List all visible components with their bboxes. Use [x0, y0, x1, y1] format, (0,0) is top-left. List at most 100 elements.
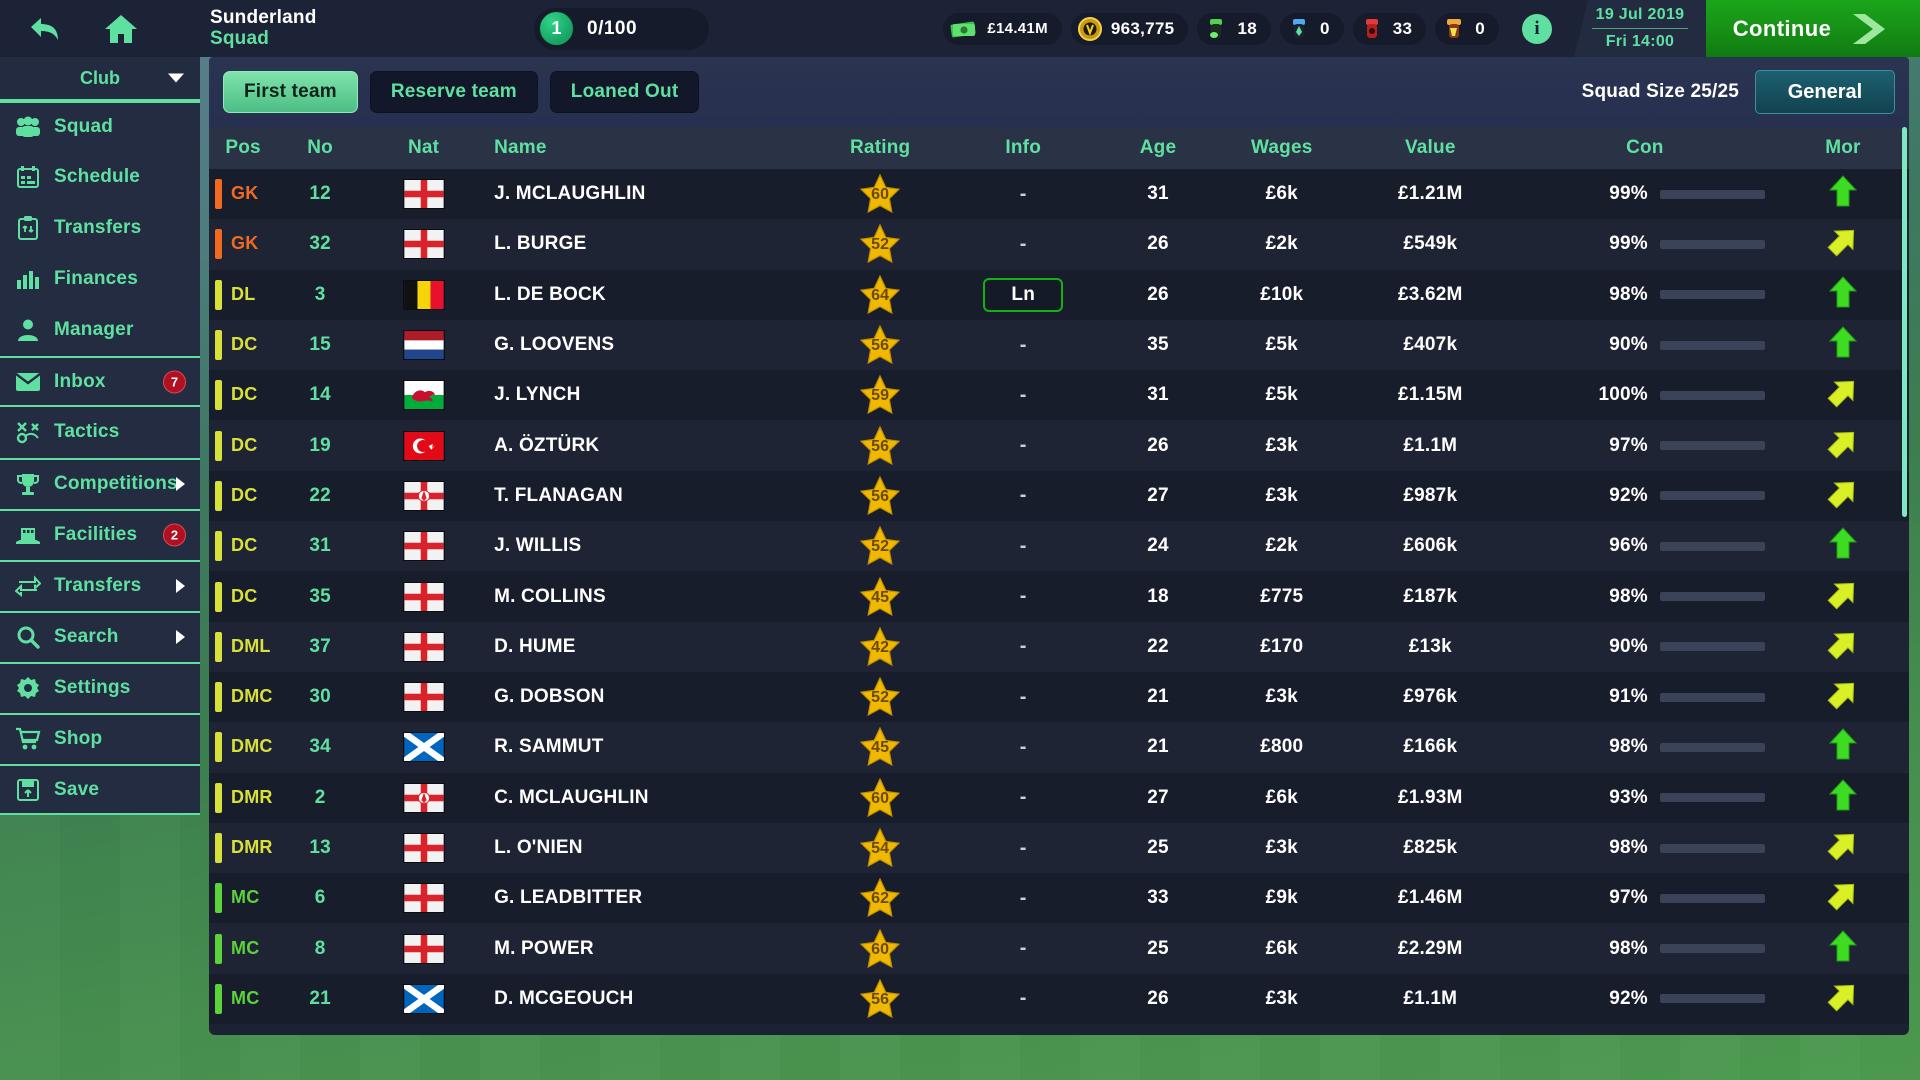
info-icon[interactable]: i — [1522, 13, 1552, 44]
stat-coins[interactable]: 963,775 — [1070, 12, 1189, 45]
condition-bar-track — [1659, 742, 1765, 752]
sidebar-item-facilities[interactable]: Facilities 2 — [0, 509, 200, 560]
tab-first-team[interactable]: First team — [223, 71, 358, 113]
tab-reserve-team[interactable]: Reserve team — [369, 71, 538, 113]
stat-green-value: 18 — [1237, 18, 1257, 38]
cell-wages: £3k — [1265, 484, 1298, 506]
column-header-age[interactable]: Age — [1100, 127, 1216, 169]
table-scrollbar[interactable] — [1902, 127, 1907, 1035]
back-arrow-icon[interactable] — [22, 6, 68, 52]
flag-northern-ireland — [402, 782, 445, 813]
club-selector[interactable]: Club — [0, 57, 200, 101]
sidebar-item-transfers-top[interactable]: Transfers — [0, 203, 200, 254]
sidebar-item-save[interactable]: Save — [0, 764, 200, 815]
cell-value: £13k — [1408, 635, 1452, 657]
stat-blue-boost[interactable]: 0 — [1279, 12, 1344, 45]
table-row[interactable]: DMR 13 L. O'NIEN 54 - 25 £3k £825k 98% — [209, 822, 1909, 874]
flag-england — [402, 581, 445, 612]
table-row[interactable]: GK 32 L. BURGE 52 - 26 £2k £549k 99% — [209, 219, 1909, 270]
table-row[interactable]: GK 12 J. MCLAUGHLIN 60 - 31 £6k £1.21M 9… — [209, 169, 1909, 220]
table-row[interactable]: DMR 2 C. MCLAUGHLIN 60 - 27 £6k £1.93M 9… — [209, 772, 1909, 823]
condition-percent: 90% — [1609, 334, 1648, 356]
column-header-con[interactable]: Con — [1512, 127, 1777, 169]
cell-morale — [1777, 270, 1909, 320]
cell-player-name[interactable]: M. COLLINS — [494, 585, 606, 607]
cell-player-name[interactable]: D. HUME — [494, 635, 576, 657]
column-header-no[interactable]: No — [277, 127, 364, 169]
cell-player-name[interactable]: G. LOOVENS — [494, 334, 615, 356]
column-header-value[interactable]: Value — [1347, 127, 1513, 169]
table-row[interactable]: DMC 34 R. SAMMUT 45 - 21 £800 £166k 98% — [209, 722, 1909, 773]
cell-player-name[interactable]: L. O'NIEN — [494, 837, 583, 858]
column-header-mor[interactable]: Mor — [1776, 127, 1909, 169]
cell-age: 26 — [1147, 987, 1169, 1009]
sidebar-item-squad[interactable]: Squad — [0, 101, 200, 152]
cell-player-name[interactable]: G. LEADBITTER — [494, 887, 643, 909]
stat-red-boost[interactable]: 33 — [1352, 12, 1427, 45]
cell-player-name[interactable]: A. ÖZTÜRK — [494, 434, 600, 456]
condition-bar-track — [1659, 390, 1765, 400]
cell-player-name[interactable]: L. DE BOCK — [494, 283, 606, 305]
sidebar-item-inbox[interactable]: Inbox 7 — [0, 356, 200, 407]
morale-arrow-up-right-icon — [1827, 582, 1855, 610]
column-header-wages[interactable]: Wages — [1215, 127, 1348, 169]
table-row[interactable]: DC 15 G. LOOVENS 56 - 35 £5k £407k 90% — [209, 319, 1909, 371]
cell-player-name[interactable]: D. MCGEOUCH — [494, 987, 634, 1009]
sidebar-item-manager[interactable]: Manager — [0, 305, 200, 356]
stat-cash[interactable]: £14.41M — [943, 12, 1062, 45]
sidebar-item-label: Manager — [54, 319, 134, 340]
table-row[interactable]: MC 8 M. POWER 60 - 25 £6k £2.29M 98% — [209, 923, 1909, 974]
sidebar-item-settings[interactable]: Settings — [0, 662, 200, 713]
table-row[interactable]: DML 37 D. HUME 42 - 22 £170 £13k 90% — [209, 621, 1909, 672]
cell-player-name[interactable]: J. LYNCH — [494, 384, 581, 406]
table-row[interactable]: DC 31 J. WILLIS 52 - 24 £2k £606k 96% — [209, 521, 1909, 572]
column-header-info[interactable]: Info — [946, 127, 1101, 169]
column-header-nat[interactable]: Nat — [363, 127, 485, 169]
table-row[interactable]: DC 22 T. FLANAGAN 56 - 27 £3k £987k 92% — [209, 470, 1909, 522]
cell-wages: £3k — [1265, 987, 1298, 1009]
sidebar-item-competitions[interactable]: Competitions — [0, 458, 200, 509]
cell-condition: 99% — [1513, 219, 1777, 269]
cell-info: - — [946, 370, 1100, 420]
table-row[interactable]: MC 21 D. MCGEOUCH 56 - 26 £3k £1.1M 92% — [209, 973, 1909, 1025]
tab-loaned-out[interactable]: Loaned Out — [549, 71, 700, 113]
cell-player-name[interactable]: G. DOBSON — [494, 686, 605, 708]
sidebar-item-transfers[interactable]: Transfers — [0, 560, 200, 611]
cell-rating: 56 — [814, 974, 946, 1024]
column-header-pos[interactable]: Pos — [209, 127, 278, 169]
cell-player-name[interactable]: R. SAMMUT — [494, 736, 604, 758]
scrollbar-thumb[interactable] — [1902, 127, 1907, 517]
table-row[interactable]: DC 35 M. COLLINS 45 - 18 £775 £187k 98% — [209, 571, 1909, 622]
cell-nationality — [363, 471, 484, 521]
cell-wages: £3k — [1265, 686, 1298, 708]
cell-condition: 99% — [1513, 169, 1777, 219]
table-row[interactable]: DC 19 A. ÖZTÜRK 56 - 26 £3k £1.1M 97% — [209, 420, 1909, 471]
table-row[interactable]: DL 3 L. DE BOCK 64 Ln 26 £10k £3.62M 98% — [209, 269, 1909, 320]
cell-player-name[interactable]: J. MCLAUGHLIN — [494, 183, 646, 205]
cell-pos: DMC — [209, 672, 277, 722]
cell-player-name[interactable]: J. WILLIS — [494, 535, 582, 557]
cell-player-name[interactable]: C. MCLAUGHLIN — [494, 786, 649, 808]
table-row[interactable]: DC 14 J. LYNCH 59 - 31 £5k £1.15M 100% — [209, 370, 1909, 421]
table-row[interactable]: MC 6 G. LEADBITTER 62 - 33 £9k £1.46M 97… — [209, 873, 1909, 924]
cell-player-name[interactable]: L. BURGE — [494, 233, 587, 255]
cell-condition: 98% — [1513, 571, 1777, 621]
stat-green-boost[interactable]: 18 — [1197, 12, 1271, 45]
sidebar-item-search[interactable]: Search — [0, 611, 200, 662]
cell-player-name[interactable]: M. POWER — [494, 937, 594, 959]
continue-button[interactable]: Continue — [1706, 0, 1920, 57]
level-xp-widget[interactable]: 1 0/100 — [534, 7, 709, 50]
column-header-rating[interactable]: Rating — [814, 127, 947, 169]
stat-gold-boost[interactable]: 0 — [1435, 12, 1499, 45]
cell-player-name[interactable]: T. FLANAGAN — [494, 484, 623, 506]
home-icon[interactable] — [98, 6, 144, 52]
info-badge-loan[interactable]: Ln — [983, 277, 1064, 312]
sidebar-item-finances[interactable]: Finances — [0, 254, 200, 305]
table-row[interactable]: DMC 30 G. DOBSON 52 - 21 £3k £976k 91% — [209, 671, 1909, 723]
sidebar-item-tactics[interactable]: Tactics — [0, 407, 200, 458]
sidebar-item-schedule[interactable]: Schedule — [0, 152, 200, 203]
view-mode-button[interactable]: General — [1755, 70, 1895, 114]
column-header-name[interactable]: Name — [484, 127, 815, 169]
cell-rating: 52 — [814, 672, 946, 722]
sidebar-item-shop[interactable]: Shop — [0, 713, 200, 764]
